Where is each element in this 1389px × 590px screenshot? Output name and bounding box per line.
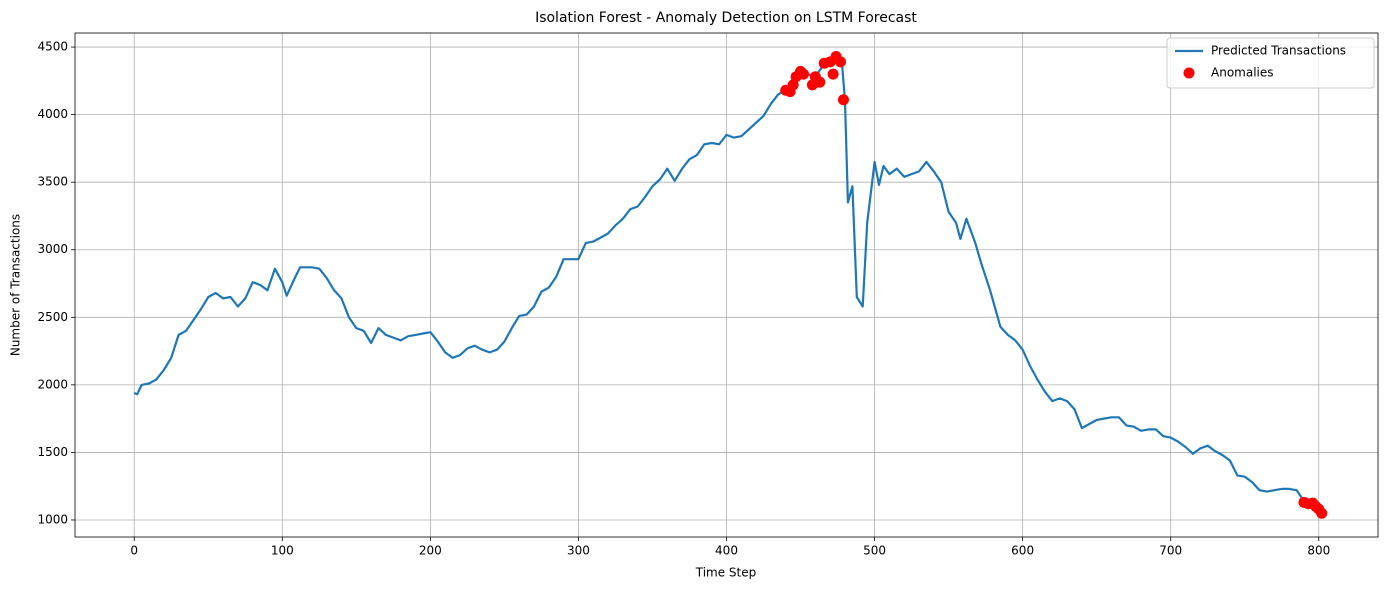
chart-title: Isolation Forest - Anomaly Detection on … bbox=[535, 10, 917, 26]
y-tick-label: 2500 bbox=[37, 310, 68, 324]
legend-label: Predicted Transactions bbox=[1211, 44, 1346, 58]
y-tick-label: 1500 bbox=[37, 445, 68, 459]
legend: Predicted Transactions Anomalies bbox=[1166, 37, 1375, 89]
x-tick-label: 200 bbox=[419, 544, 442, 558]
x-tick-label: 0 bbox=[130, 544, 138, 558]
y-tick-label: 3000 bbox=[37, 242, 68, 256]
y-tick-label: 4500 bbox=[37, 40, 68, 54]
anomaly-point bbox=[814, 76, 826, 88]
legend-label: Anomalies bbox=[1211, 66, 1274, 80]
anomaly-point bbox=[1316, 507, 1328, 519]
anomaly-point bbox=[827, 68, 839, 80]
x-tick-label: 800 bbox=[1307, 544, 1330, 558]
x-tick-label: 300 bbox=[567, 544, 590, 558]
y-tick-label: 4000 bbox=[37, 107, 68, 121]
anomaly-point bbox=[835, 56, 847, 68]
x-tick-label: 500 bbox=[863, 544, 886, 558]
y-tick-label: 1000 bbox=[37, 512, 68, 526]
x-tick-label: 700 bbox=[1159, 544, 1182, 558]
x-tick-label: 600 bbox=[1011, 544, 1034, 558]
plot-frame bbox=[74, 32, 1379, 538]
x-tick-label: 400 bbox=[715, 544, 738, 558]
anomaly-point bbox=[797, 68, 809, 80]
y-tick-label: 3500 bbox=[37, 175, 68, 189]
x-axis-label: Time Step bbox=[695, 566, 757, 580]
y-axis-label: Number of Transactions bbox=[9, 214, 23, 356]
x-tick-label: 100 bbox=[271, 544, 294, 558]
legend-box bbox=[1166, 37, 1375, 89]
anomaly-point bbox=[837, 94, 849, 106]
y-tick-label: 2000 bbox=[37, 377, 68, 391]
legend-swatch bbox=[1183, 67, 1195, 79]
data-line bbox=[133, 55, 1324, 515]
